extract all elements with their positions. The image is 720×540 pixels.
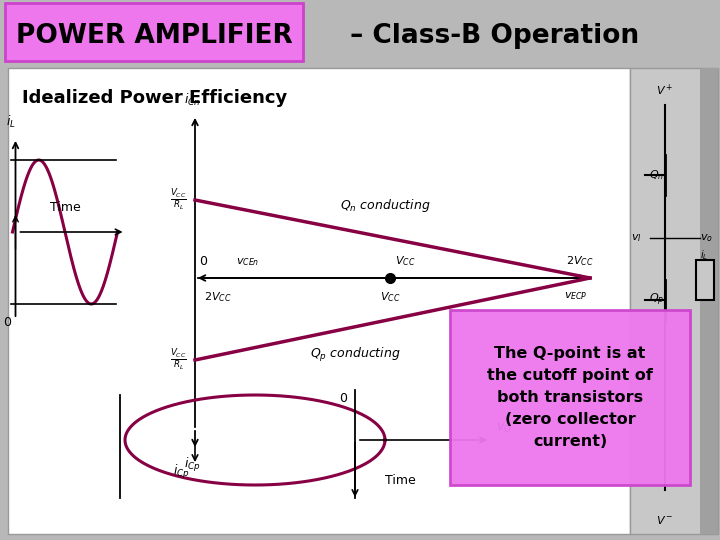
Bar <box>8 68 630 534</box>
Text: Time: Time <box>50 201 81 214</box>
Text: $\frac{V_{CC}}{R_L}$: $\frac{V_{CC}}{R_L}$ <box>170 348 187 373</box>
Text: $i_{Cp}$: $i_{Cp}$ <box>184 456 200 474</box>
Text: 0: 0 <box>339 392 347 405</box>
Text: 0: 0 <box>199 255 207 268</box>
Text: $v_O$: $v_O$ <box>496 422 512 435</box>
Text: – Class-B Operation: – Class-B Operation <box>341 23 639 49</box>
Text: $Q_n$: $Q_n$ <box>649 168 665 182</box>
Text: $V^-$: $V^-$ <box>656 514 674 526</box>
Bar <box>5 3 303 61</box>
Text: $V_{CC}$: $V_{CC}$ <box>395 254 415 268</box>
Text: $v_{CEn}$: $v_{CEn}$ <box>236 256 260 268</box>
Text: $Q_p$ conducting: $Q_p$ conducting <box>310 346 400 364</box>
Text: $V^+$: $V^+$ <box>656 82 674 98</box>
Text: $V_{CC}$: $V_{CC}$ <box>379 290 400 304</box>
Text: 0: 0 <box>4 315 12 328</box>
Text: The Q-point is at
the cutoff point of
both transistors
(zero collector
current): The Q-point is at the cutoff point of bo… <box>487 346 653 449</box>
Text: POWER AMPLIFIER: POWER AMPLIFIER <box>16 23 292 49</box>
Text: $v_o$: $v_o$ <box>700 232 713 244</box>
Text: $Q_p$: $Q_p$ <box>649 292 665 308</box>
Text: $\frac{V_{CC}}{R_L}$: $\frac{V_{CC}}{R_L}$ <box>170 187 187 212</box>
Text: $i_{Cp}$: $i_{Cp}$ <box>174 463 190 481</box>
Text: $i_L$: $i_L$ <box>700 248 708 262</box>
Text: Idealized Power Efficiency: Idealized Power Efficiency <box>22 89 287 107</box>
Text: $i_{Cn}$: $i_{Cn}$ <box>184 92 200 108</box>
Bar <box>696 260 714 300</box>
Text: $i_L$: $i_L$ <box>6 114 15 130</box>
Bar <box>450 310 690 485</box>
Text: $2V_{CC}$: $2V_{CC}$ <box>204 290 232 304</box>
Text: $Q_n$ conducting: $Q_n$ conducting <box>340 197 431 213</box>
Text: $v_{ECP}$: $v_{ECP}$ <box>564 290 588 302</box>
Text: $v_I$: $v_I$ <box>631 232 642 244</box>
Text: $R_L$: $R_L$ <box>700 268 712 282</box>
Text: Time: Time <box>385 474 415 487</box>
Bar <box>630 68 718 534</box>
Bar <box>700 68 718 534</box>
Text: $2V_{CC}$: $2V_{CC}$ <box>566 254 594 268</box>
